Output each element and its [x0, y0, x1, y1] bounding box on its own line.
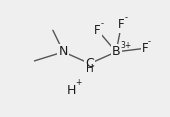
Text: H: H: [67, 84, 76, 97]
Text: 3+: 3+: [121, 41, 132, 50]
Text: N: N: [59, 45, 68, 58]
Text: F: F: [94, 24, 101, 37]
Text: -: -: [124, 14, 127, 23]
Text: H: H: [86, 64, 94, 74]
Text: B: B: [112, 45, 120, 58]
Text: C: C: [85, 57, 94, 70]
Text: F: F: [142, 42, 148, 55]
Text: +: +: [75, 79, 82, 88]
Text: -: -: [100, 19, 103, 28]
Text: F: F: [118, 18, 125, 31]
Text: -: -: [148, 37, 151, 46]
